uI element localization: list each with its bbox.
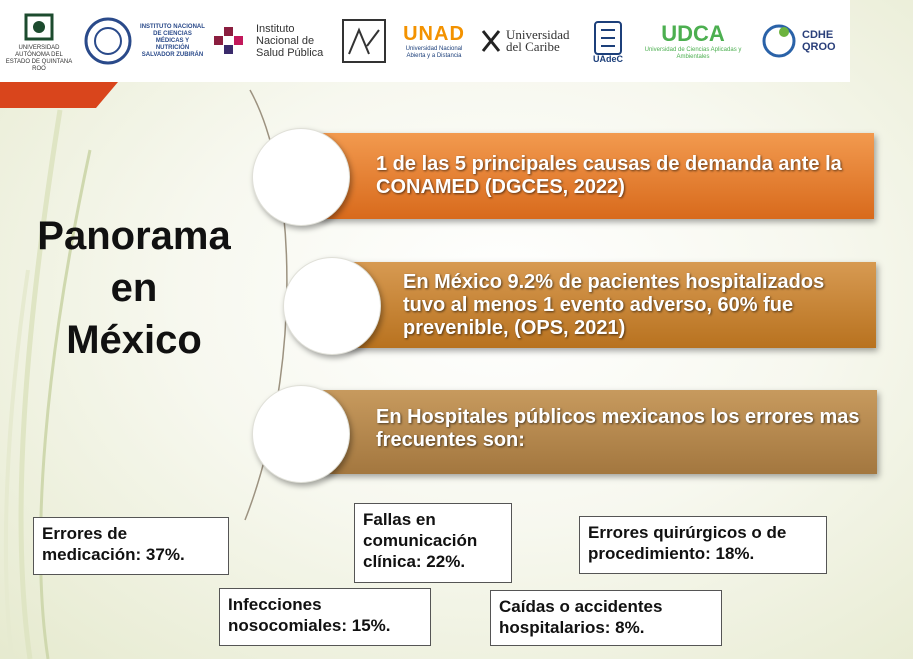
incmnsz-logo	[80, 8, 136, 74]
stat-infecciones: Infecciones nosocomiales: 15%.	[219, 588, 431, 646]
incmnsz-caption: INSTITUTO NACIONAL DE CIENCIAS MÉDICAS Y…	[140, 8, 205, 74]
accent-bar	[0, 82, 118, 108]
banner-errores-frecuentes: En Hospitales públicos mexicanos los err…	[322, 390, 877, 474]
stat-quirurgicos: Errores quirúrgicos o de procedimiento: …	[579, 516, 827, 574]
stat-comunicacion: Fallas en comunicación clínica: 22%.	[354, 503, 512, 583]
circle-1	[252, 128, 350, 226]
udca-logo: UDCA Universidad de Ciencias Aplicadas y…	[638, 8, 748, 74]
insp-logo: Instituto Nacional de Salud Pública	[210, 8, 330, 74]
unad-logo: UNAD Universidad Nacional Abierta y a Di…	[398, 8, 470, 74]
circle-2	[283, 257, 381, 355]
stat-medicacion: Errores de medicación: 37%.	[33, 517, 229, 575]
page-title: Panorama en México	[14, 210, 254, 366]
cinvestav-logo	[336, 8, 392, 74]
uqroo-logo: UNIVERSIDAD AUTÓNOMA DEL ESTADO DE QUINT…	[4, 8, 74, 74]
logo-bar: UNIVERSIDAD AUTÓNOMA DEL ESTADO DE QUINT…	[0, 0, 850, 82]
uadec-logo: UAdeC	[584, 8, 632, 74]
banner-eventos-adversos: En México 9.2% de pacientes hospitalizad…	[343, 262, 876, 348]
stat-caidas: Caídas o accidentes hospitalarios: 8%.	[490, 590, 722, 646]
circle-3	[252, 385, 350, 483]
banner-conamed: 1 de las 5 principales causas de demanda…	[318, 133, 874, 219]
unicaribe-logo: Universidad del Caribe	[478, 8, 578, 74]
cdheqroo-logo: CDHE QROO	[756, 8, 846, 74]
